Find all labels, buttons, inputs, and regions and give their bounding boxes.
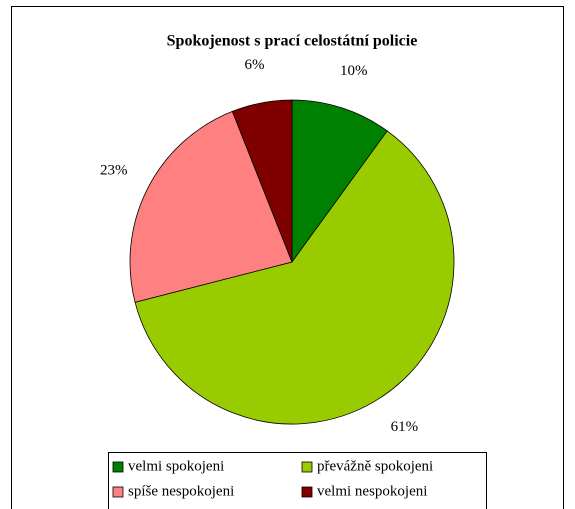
legend-label: převážně spokojeni [317,458,433,474]
legend-label: velmi nespokojeni [317,483,427,499]
data-label: 61% [391,419,419,435]
data-label: 23% [100,163,128,179]
legend-swatch [301,486,313,498]
pie-slice [291,99,388,264]
pie-slice [134,130,455,425]
data-label: 6% [245,57,265,73]
data-label: 10% [340,63,368,79]
pie-slice [129,110,293,303]
legend-swatch [112,486,124,498]
legend-swatch [112,461,124,473]
chart-title: Spokojenost s prací celostátní policie [167,33,418,50]
legend-label: velmi spokojeni [128,458,224,474]
legend-swatch [301,461,313,473]
legend-label: spíše nespokojeni [128,483,234,499]
legend-box [108,452,487,509]
pie-slice [231,99,293,263]
